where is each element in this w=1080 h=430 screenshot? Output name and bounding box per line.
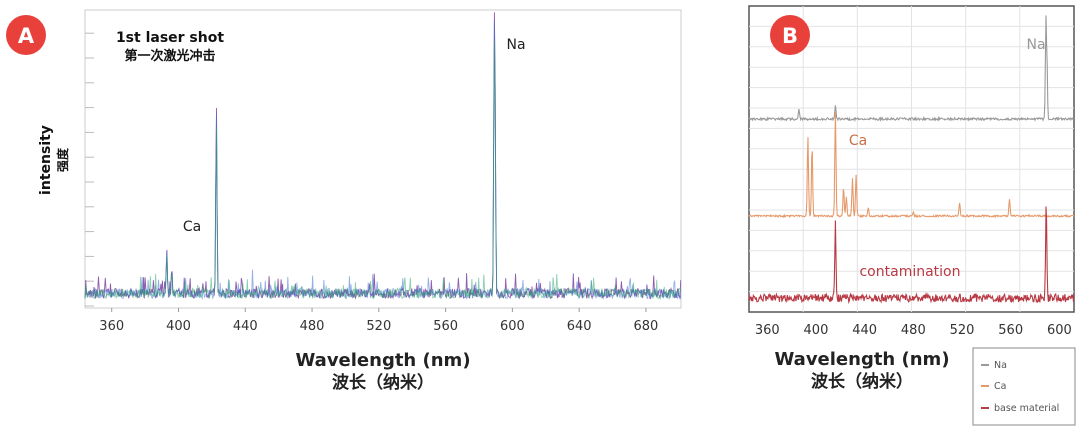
panel-b-label-na: Na [1026, 37, 1045, 53]
x-tick-label: 440 [233, 319, 258, 334]
panel-a-badge-letter: A [18, 24, 35, 48]
panel-a-label-ca: Ca [183, 219, 201, 235]
panel-b-x-ticks: 360 400 440 480 520 560 600 [755, 323, 1072, 338]
x-tick-label: 600 [500, 319, 525, 334]
x-tick-label: 520 [950, 323, 975, 338]
spectrum-trace [84, 21, 682, 301]
x-tick-label: 520 [366, 319, 391, 334]
legend-label-base-material: base material [994, 403, 1059, 414]
panel-b-xlabel-en: Wavelength (nm) [774, 349, 949, 370]
panel-a-badge [6, 15, 46, 55]
panel-a-xlabel-zh: 波长（纳米） [332, 372, 434, 393]
trace-na [748, 15, 1075, 123]
panel-b-badge-letter: B [782, 24, 798, 48]
x-tick-label: 480 [300, 319, 325, 334]
trace-ca [748, 112, 1075, 219]
x-tick-label: 400 [166, 319, 191, 334]
panel-a: A 360 400 440 480 520 560 600 640 680 1st laser … [6, 9, 682, 393]
x-tick-label: 360 [99, 319, 124, 334]
trace-base-material [748, 206, 1075, 305]
panel-a-label-na: Na [506, 37, 525, 53]
panel-b-xlabel-zh: 波长（纳米） [811, 371, 913, 392]
x-tick-label: 400 [804, 323, 829, 338]
panel-a-spectrum [84, 12, 682, 301]
x-tick-label: 560 [998, 323, 1023, 338]
x-tick-label: 640 [567, 319, 592, 334]
legend-label-na: Na [994, 360, 1007, 371]
panel-a-ylabel-en: intensity [38, 125, 54, 195]
x-tick-label: 600 [1047, 323, 1072, 338]
x-tick-label: 680 [634, 319, 659, 334]
panel-a-x-ticks: 360 400 440 480 520 560 600 640 680 [99, 308, 658, 334]
panel-a-y-ticks [85, 32, 94, 307]
panel-b: 360 400 440 480 520 560 600 B Na Ca contaminat… [748, 5, 1076, 426]
panel-a-xlabel-en: Wavelength (nm) [295, 350, 470, 371]
panel-b-label-contamination: contamination [859, 264, 960, 280]
panel-a-annotation-zh: 第一次激光冲击 [124, 48, 215, 64]
panel-a-plot-area [84, 9, 682, 309]
x-tick-label: 440 [852, 323, 877, 338]
panel-b-traces [748, 15, 1075, 305]
x-tick-label: 480 [901, 323, 926, 338]
panel-b-label-ca: Ca [849, 133, 867, 149]
x-tick-label: 560 [433, 319, 458, 334]
panel-a-ylabel-zh: 强度 [55, 147, 70, 172]
spectrum-trace [84, 41, 682, 301]
panel-b-badge [770, 15, 810, 55]
legend-label-ca: Ca [994, 381, 1006, 392]
legend-box [972, 347, 1076, 426]
x-tick-label: 360 [755, 323, 780, 338]
panel-b-legend: Na Ca base material [972, 347, 1076, 426]
panel-a-annotation-en: 1st laser shot [116, 30, 224, 46]
